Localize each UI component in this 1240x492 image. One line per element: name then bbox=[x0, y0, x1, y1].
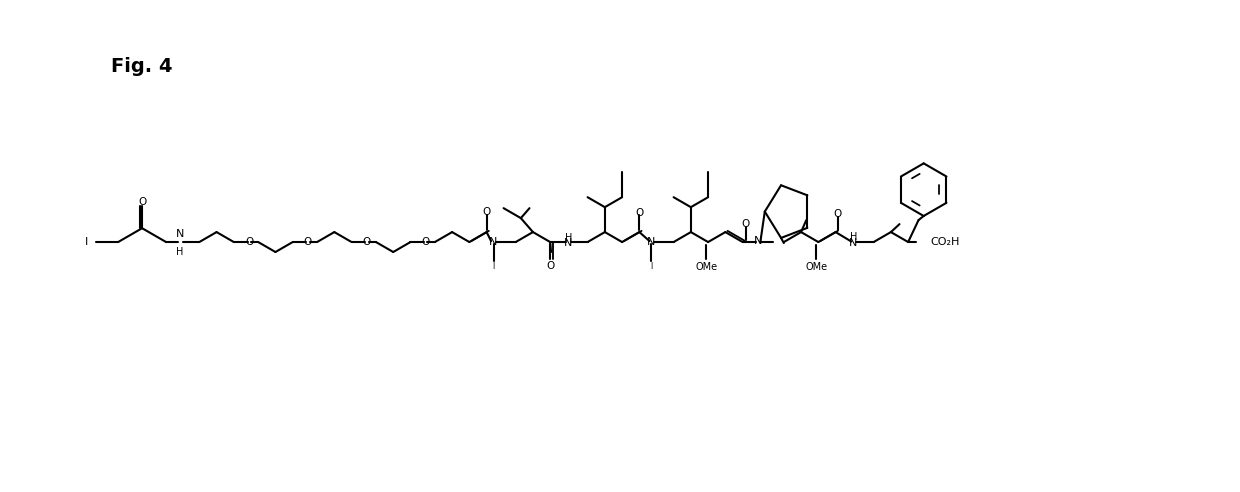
Text: Fig. 4: Fig. 4 bbox=[112, 57, 172, 75]
Text: I: I bbox=[492, 262, 495, 271]
Text: N: N bbox=[849, 238, 858, 247]
Text: H: H bbox=[849, 232, 857, 242]
Text: N: N bbox=[490, 237, 497, 247]
Text: O: O bbox=[138, 197, 146, 207]
Text: N: N bbox=[564, 238, 573, 248]
Text: O: O bbox=[422, 237, 430, 247]
Text: O: O bbox=[833, 209, 842, 219]
Text: N: N bbox=[176, 229, 184, 239]
Text: OMe: OMe bbox=[696, 262, 717, 272]
Text: I: I bbox=[650, 262, 652, 271]
Text: O: O bbox=[742, 219, 750, 229]
Text: H: H bbox=[176, 247, 184, 257]
Text: O: O bbox=[546, 261, 554, 271]
Text: I: I bbox=[84, 237, 88, 247]
Text: N: N bbox=[754, 236, 763, 246]
Text: O: O bbox=[304, 237, 312, 247]
Text: O: O bbox=[482, 207, 491, 217]
Text: O: O bbox=[635, 208, 644, 217]
Text: CO₂H: CO₂H bbox=[930, 237, 960, 246]
Text: O: O bbox=[362, 237, 371, 247]
Text: N: N bbox=[647, 237, 656, 246]
Text: O: O bbox=[246, 237, 253, 247]
Text: OMe: OMe bbox=[805, 262, 827, 272]
Text: H: H bbox=[564, 233, 572, 243]
